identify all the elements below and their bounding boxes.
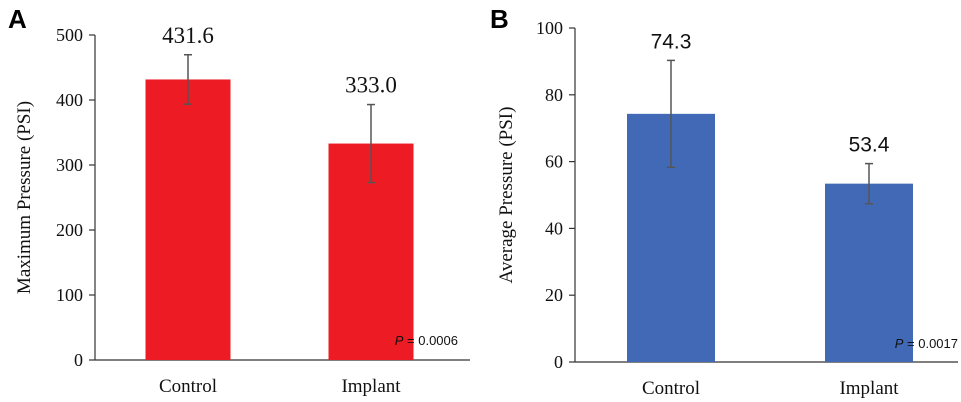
panel-b-value-label: 53.4 bbox=[849, 134, 890, 157]
panel-b-p-value: P = 0.0017 bbox=[895, 336, 958, 351]
panel-b-y-tick-label: 20 bbox=[545, 285, 563, 305]
panel-b-category-label: Implant bbox=[839, 378, 899, 399]
panel-a-p-value: P = 0.0006 bbox=[395, 333, 458, 348]
panel-a-letter: A bbox=[8, 4, 27, 34]
panel-b-y-tick-label: 100 bbox=[536, 18, 563, 38]
panel-a-value-label: 431.6 bbox=[162, 23, 214, 48]
panel-a-y-tick-label: 300 bbox=[56, 155, 83, 175]
panel-b-category-label: Control bbox=[642, 378, 700, 399]
panel-b-y-tick-label: 0 bbox=[554, 352, 563, 372]
panel-a-y-tick-label: 500 bbox=[56, 25, 83, 45]
panel-a-y-tick-label: 200 bbox=[56, 220, 83, 240]
panel-a-y-tick-label: 100 bbox=[56, 285, 83, 305]
panel-b-y-tick-label: 60 bbox=[545, 152, 563, 172]
panel-b-y-tick-label: 80 bbox=[545, 85, 563, 105]
panel-b-y-tick-label: 40 bbox=[545, 218, 563, 238]
panel-a-y-axis-label: Maximum Pressure (PSI) bbox=[14, 101, 35, 294]
panel-b-y-axis-label: Average Pressure (PSI) bbox=[496, 107, 517, 284]
panel-a-y-tick-label: 400 bbox=[56, 90, 83, 110]
panel-a-value-label: 333.0 bbox=[345, 73, 397, 98]
panel-b-bar-implant bbox=[825, 183, 913, 362]
panel-a-p-number: = 0.0006 bbox=[403, 333, 458, 348]
panel-a-y-tick-label: 0 bbox=[74, 350, 83, 370]
panel-b-p-number: = 0.0017 bbox=[903, 336, 958, 351]
panel-a-category-label: Control bbox=[159, 376, 217, 397]
panel-b-letter: B bbox=[490, 4, 509, 34]
panel-b-p-symbol: P bbox=[895, 336, 904, 351]
panel-a-category-label: Implant bbox=[341, 376, 401, 397]
panel-a-bar-control bbox=[145, 79, 231, 361]
panel-a-p-symbol: P bbox=[395, 333, 404, 348]
panel-b-value-label: 74.3 bbox=[651, 30, 692, 53]
